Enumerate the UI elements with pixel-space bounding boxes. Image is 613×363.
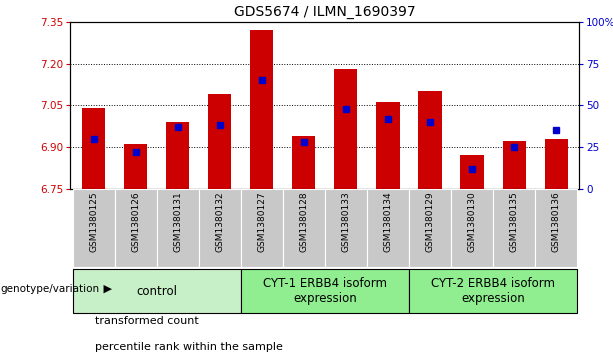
Text: GSM1380135: GSM1380135: [509, 191, 519, 252]
Text: GSM1380126: GSM1380126: [131, 191, 140, 252]
Text: GSM1380125: GSM1380125: [89, 191, 98, 252]
Bar: [367, 189, 409, 267]
Text: transformed count: transformed count: [95, 316, 199, 326]
Bar: [82, 108, 105, 189]
Text: GSM1380136: GSM1380136: [552, 191, 561, 252]
Bar: [72, 189, 115, 267]
Bar: [199, 189, 241, 267]
Text: percentile rank within the sample: percentile rank within the sample: [95, 342, 283, 352]
Text: GSM1380127: GSM1380127: [257, 191, 266, 252]
Bar: [283, 189, 325, 267]
Text: GSM1380128: GSM1380128: [299, 191, 308, 252]
Bar: [334, 69, 357, 189]
Text: control: control: [136, 285, 177, 298]
Text: CYT-1 ERBB4 isoform
expression: CYT-1 ERBB4 isoform expression: [263, 277, 387, 305]
Text: GSM1380132: GSM1380132: [215, 191, 224, 252]
Text: GSM1380130: GSM1380130: [468, 191, 476, 252]
Bar: [376, 102, 400, 189]
Bar: [157, 189, 199, 267]
Bar: [460, 155, 484, 189]
Text: GSM1380134: GSM1380134: [384, 191, 392, 252]
Bar: [241, 269, 409, 313]
Text: CYT-2 ERBB4 isoform
expression: CYT-2 ERBB4 isoform expression: [431, 277, 555, 305]
Text: GSM1380133: GSM1380133: [341, 191, 351, 252]
Bar: [544, 139, 568, 189]
Bar: [503, 142, 526, 189]
Text: GSM1380131: GSM1380131: [173, 191, 182, 252]
Bar: [493, 189, 535, 267]
Bar: [419, 91, 441, 189]
Bar: [292, 136, 316, 189]
Bar: [535, 189, 577, 267]
Text: ▶: ▶: [100, 284, 112, 294]
Bar: [250, 30, 273, 189]
Bar: [409, 269, 577, 313]
Bar: [208, 94, 231, 189]
Text: GSM1380129: GSM1380129: [425, 191, 435, 252]
Bar: [241, 189, 283, 267]
Bar: [451, 189, 493, 267]
Bar: [409, 189, 451, 267]
Bar: [325, 189, 367, 267]
Bar: [72, 269, 241, 313]
Bar: [115, 189, 157, 267]
Title: GDS5674 / ILMN_1690397: GDS5674 / ILMN_1690397: [234, 5, 416, 19]
Bar: [124, 144, 147, 189]
Bar: [166, 122, 189, 189]
Text: genotype/variation: genotype/variation: [1, 284, 100, 294]
